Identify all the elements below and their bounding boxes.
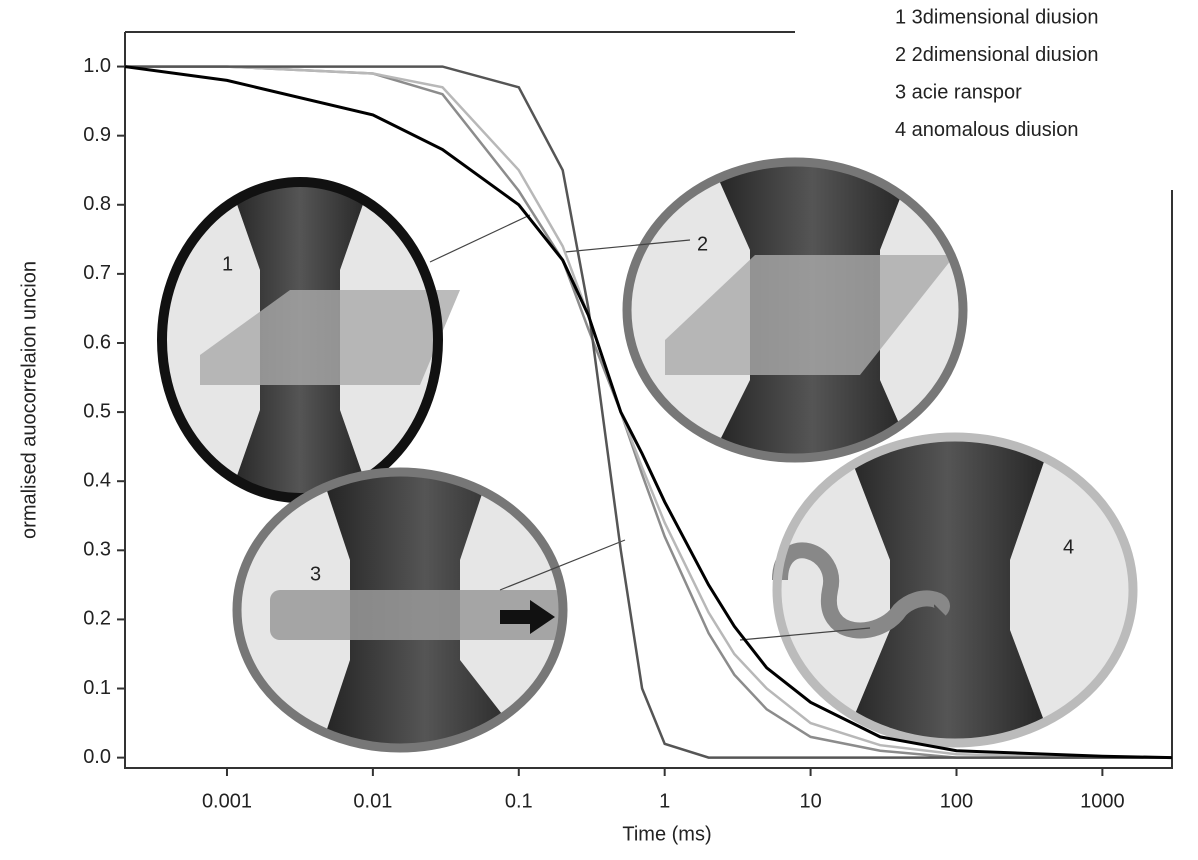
inset-2 (622, 157, 968, 463)
inset-label: 3 (310, 563, 321, 585)
series-line (124, 65, 1173, 760)
legend-entry: 2 2dimensional diusion (895, 44, 1098, 66)
inset-label: 4 (1063, 536, 1074, 558)
x-axis-label: Time (ms) (622, 823, 711, 845)
y-tick-label: 1.0 (83, 55, 111, 77)
series-line (125, 65, 1172, 759)
y-tick-label: 0.2 (83, 608, 111, 630)
series-line (125, 65, 1172, 759)
series-line (125, 65, 1172, 759)
legend-entry: 1 3dimensional diusion (895, 6, 1098, 28)
x-tick-label: 0.1 (505, 790, 533, 812)
axes (124, 31, 1173, 769)
x-tick-label: 0.01 (353, 790, 392, 812)
y-tick-label: 0.0 (83, 746, 111, 768)
y-tick-label: 0.7 (83, 262, 111, 284)
y-tick-label: 0.6 (83, 331, 111, 353)
y-tick-label: 0.5 (83, 400, 111, 422)
inset-label: 2 (697, 233, 708, 255)
y-axis-label: ormalised auocorrelaion uncion (18, 261, 40, 539)
y-tick-label: 0.4 (83, 469, 111, 491)
pointer-lines (429, 214, 871, 641)
y-tick-label: 0.1 (83, 677, 111, 699)
x-tick-label: 0.001 (202, 790, 252, 812)
inset-4 (772, 432, 1138, 748)
x-tick-label: 1000 (1080, 790, 1125, 812)
inset-label: 1 (222, 253, 233, 275)
x-tick-label: 10 (799, 790, 821, 812)
x-tick-label: 100 (940, 790, 973, 812)
inset-1 (157, 177, 460, 503)
y-tick-label: 0.9 (83, 124, 111, 146)
x-tick-label: 1 (659, 790, 670, 812)
legend-entry: 3 acie ranspor (895, 81, 1022, 103)
y-tick-label: 0.8 (83, 193, 111, 215)
legend-entry: 4 anomalous diusion (895, 119, 1078, 141)
inset-3 (232, 467, 568, 753)
y-tick-label: 0.3 (83, 539, 111, 561)
